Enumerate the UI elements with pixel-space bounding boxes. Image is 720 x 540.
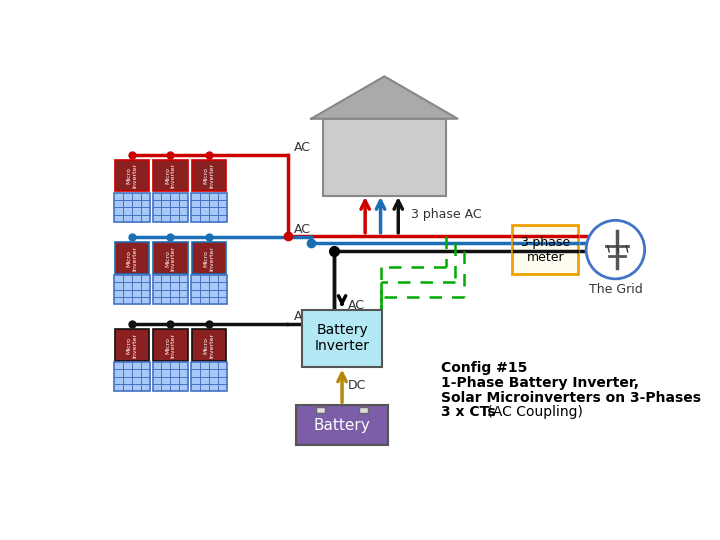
FancyBboxPatch shape bbox=[153, 329, 188, 361]
FancyBboxPatch shape bbox=[512, 225, 578, 274]
Text: Config #15: Config #15 bbox=[441, 361, 527, 375]
FancyBboxPatch shape bbox=[191, 193, 227, 222]
FancyBboxPatch shape bbox=[153, 362, 188, 392]
FancyBboxPatch shape bbox=[296, 405, 388, 445]
FancyBboxPatch shape bbox=[114, 329, 149, 361]
Text: AC: AC bbox=[294, 310, 311, 323]
FancyBboxPatch shape bbox=[192, 329, 226, 361]
FancyBboxPatch shape bbox=[153, 193, 188, 222]
FancyBboxPatch shape bbox=[114, 193, 150, 222]
Text: Micro
Inverter: Micro Inverter bbox=[127, 163, 138, 188]
FancyBboxPatch shape bbox=[323, 119, 446, 195]
Text: Solar Microinverters on 3-Phases: Solar Microinverters on 3-Phases bbox=[441, 390, 701, 404]
Text: (AC Coupling): (AC Coupling) bbox=[483, 405, 582, 419]
Text: Micro
Inverter: Micro Inverter bbox=[127, 333, 138, 357]
Text: Battery
Inverter: Battery Inverter bbox=[315, 323, 369, 353]
FancyBboxPatch shape bbox=[316, 407, 325, 413]
FancyBboxPatch shape bbox=[359, 407, 368, 413]
Text: AC: AC bbox=[294, 141, 311, 154]
FancyBboxPatch shape bbox=[153, 242, 188, 274]
Text: Micro
Inverter: Micro Inverter bbox=[165, 163, 176, 188]
Text: 3 phase AC: 3 phase AC bbox=[411, 208, 482, 221]
FancyBboxPatch shape bbox=[191, 275, 227, 304]
Text: Micro
Inverter: Micro Inverter bbox=[165, 246, 176, 271]
Text: Micro
Inverter: Micro Inverter bbox=[165, 333, 176, 357]
Text: Micro
Inverter: Micro Inverter bbox=[204, 246, 215, 271]
Text: DC: DC bbox=[348, 380, 366, 393]
Text: Battery: Battery bbox=[314, 417, 370, 433]
FancyBboxPatch shape bbox=[114, 362, 150, 392]
FancyBboxPatch shape bbox=[114, 275, 150, 304]
Text: 3-phase
meter: 3-phase meter bbox=[521, 235, 570, 264]
Text: AC: AC bbox=[348, 299, 365, 312]
Text: Micro
Inverter: Micro Inverter bbox=[204, 163, 215, 188]
Text: Micro
Inverter: Micro Inverter bbox=[204, 333, 215, 357]
FancyBboxPatch shape bbox=[153, 160, 188, 192]
Text: The Grid: The Grid bbox=[588, 283, 642, 296]
FancyBboxPatch shape bbox=[192, 160, 226, 192]
Text: Micro
Inverter: Micro Inverter bbox=[127, 246, 138, 271]
FancyBboxPatch shape bbox=[114, 160, 149, 192]
Polygon shape bbox=[311, 76, 457, 119]
Text: 1-Phase Battery Inverter,: 1-Phase Battery Inverter, bbox=[441, 376, 639, 390]
FancyBboxPatch shape bbox=[114, 242, 149, 274]
FancyBboxPatch shape bbox=[153, 275, 188, 304]
FancyBboxPatch shape bbox=[302, 309, 382, 367]
Text: 3 x CTs: 3 x CTs bbox=[441, 405, 495, 419]
FancyBboxPatch shape bbox=[192, 242, 226, 274]
Circle shape bbox=[586, 220, 644, 279]
FancyBboxPatch shape bbox=[191, 362, 227, 392]
Text: AC: AC bbox=[294, 223, 311, 236]
